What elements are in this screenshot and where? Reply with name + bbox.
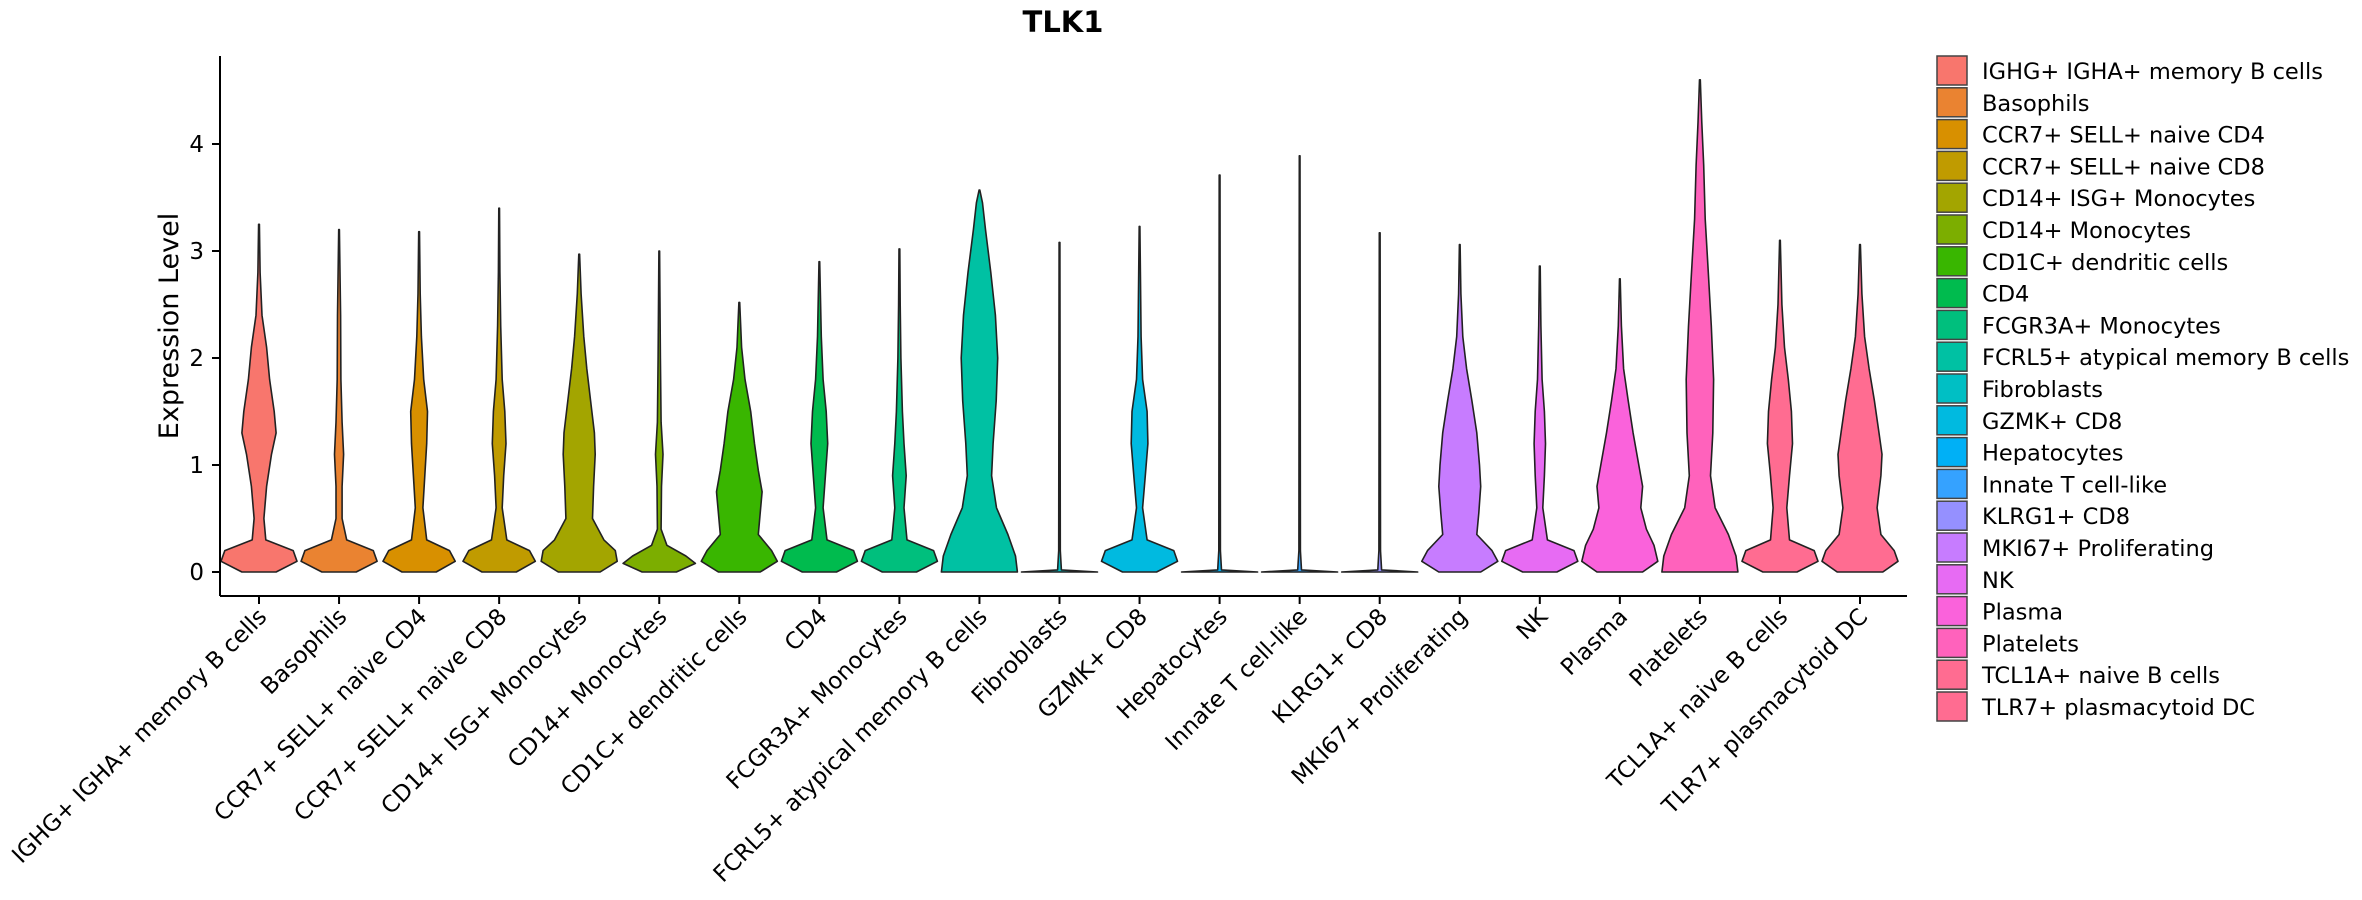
legend-key [1936, 373, 1968, 404]
violin-fibroblasts [1020, 241, 1099, 573]
legend-key [1936, 118, 1968, 150]
violin-platelets [1661, 79, 1739, 573]
violin-cd4 [780, 260, 859, 573]
legend: IGHG+ IGHA+ memory B cells Basophils CCR7+… [1936, 55, 2349, 722]
x-tick-label: CD4 [780, 604, 833, 657]
legend-label: Fibroblasts [1982, 377, 2103, 403]
y-axis-label: Expression Level [154, 213, 185, 439]
legend-key [1936, 468, 1968, 500]
legend-label: Innate T cell-like [1982, 472, 2167, 498]
violin-tlr7-plasmacytoid-dc [1821, 243, 1899, 573]
y-ticks: 0 1 2 3 4 [189, 132, 220, 586]
legend-key [1936, 564, 1968, 595]
legend-key [1936, 277, 1968, 309]
violin-mki67-proliferating [1421, 243, 1499, 573]
violin-basophils [300, 228, 378, 573]
chart-title: TLK1 [1023, 5, 1104, 39]
x-tick-label: Plasma [1556, 604, 1633, 681]
x-tick-label: CD14+ Monocytes [503, 604, 672, 773]
violin-innate-t-cell-like [1260, 155, 1339, 573]
violin-ighg-igha-memory-b-cells [220, 223, 298, 573]
legend-label: Hepatocytes [1982, 441, 2124, 467]
legend-label: CCR7+ SELL+ naive CD4 [1982, 123, 2265, 149]
y-tick-label: 0 [189, 560, 204, 586]
x-tick-label: Innate T cell-like [1161, 604, 1313, 756]
legend-key [1936, 150, 1968, 182]
legend-key [1936, 246, 1968, 277]
legend-key [1936, 214, 1968, 245]
violin-fcrl5-atypical-memory-b-cells [940, 189, 1019, 573]
legend-key [1936, 55, 1968, 86]
legend-key [1936, 627, 1968, 659]
violin-fcgr3a-monocytes [860, 248, 939, 573]
legend-key [1936, 87, 1968, 118]
violin-gzmk-cd8 [1100, 225, 1179, 573]
legend-label: KLRG1+ CD8 [1982, 504, 2130, 530]
legend-label: CD4 [1982, 282, 2029, 308]
legend-label: FCGR3A+ Monocytes [1982, 313, 2221, 339]
legend-label: Platelets [1982, 631, 2079, 657]
y-tick-label: 4 [189, 132, 204, 158]
legend-label: IGHG+ IGHA+ memory B cells [1982, 59, 2323, 85]
x-ticks: IGHG+ IGHA+ memory B cellsBasophilsCCR7+… [7, 596, 1873, 888]
legend-label: Basophils [1982, 91, 2089, 117]
violin-ccr7-sell-naive-cd4 [382, 230, 456, 573]
violin-hepatocytes [1180, 174, 1259, 573]
violin-group [220, 79, 1899, 573]
legend-label: NK [1982, 568, 2015, 594]
legend-key [1936, 405, 1968, 436]
y-tick-label: 3 [189, 239, 204, 265]
y-tick-label: 1 [189, 453, 204, 479]
legend-label: TLR7+ plasmacytoid DC [1981, 695, 2255, 721]
violin-ccr7-sell-naive-cd8 [462, 207, 537, 573]
y-tick-label: 2 [189, 346, 204, 372]
violin-cd14-isg-monocytes [540, 253, 618, 573]
violin-klrg1-cd8 [1340, 232, 1419, 573]
legend-key [1936, 436, 1968, 468]
legend-label: GZMK+ CD8 [1982, 409, 2122, 435]
legend-key [1936, 532, 1968, 563]
legend-key [1936, 309, 1968, 341]
legend-key [1936, 595, 1968, 627]
legend-label: CD14+ Monocytes [1982, 218, 2191, 244]
legend-label: FCRL5+ atypical memory B cells [1982, 345, 2349, 371]
violin-tcl1a-naive-b-cells [1741, 239, 1819, 573]
x-tick-label: NK [1512, 603, 1554, 645]
legend-label: Plasma [1982, 600, 2063, 626]
legend-key [1936, 341, 1968, 372]
legend-label: TCL1A+ naive B cells [1981, 663, 2220, 689]
violin-plasma [1581, 278, 1659, 573]
legend-label: CD14+ ISG+ Monocytes [1982, 186, 2255, 212]
legend-key [1936, 182, 1968, 213]
x-tick-label: IGHG+ IGHA+ memory B cells [7, 604, 272, 869]
legend-key [1936, 691, 1968, 722]
violin-cd14-monocytes [622, 250, 697, 573]
legend-label: MKI67+ Proliferating [1982, 536, 2214, 562]
legend-label: CD1C+ dendritic cells [1982, 250, 2228, 276]
violin-nk [1501, 265, 1579, 573]
legend-key [1936, 500, 1968, 531]
violin-cd1c-dendritic-cells [700, 301, 779, 573]
legend-label: CCR7+ SELL+ naive CD8 [1982, 154, 2265, 180]
legend-key [1936, 659, 1968, 690]
